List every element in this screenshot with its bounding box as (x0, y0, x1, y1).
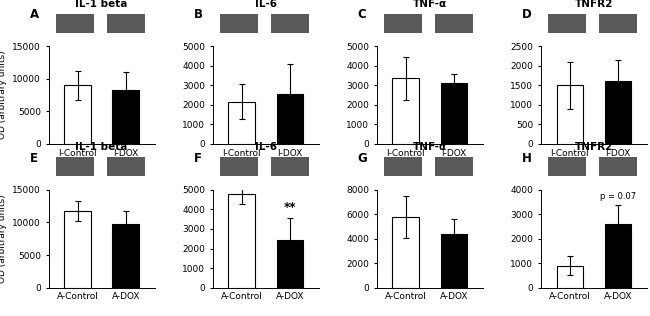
Bar (549, 14, 586, 33)
Bar (64, 85, 91, 144)
Text: E: E (30, 152, 38, 165)
Bar (271, 157, 309, 176)
Title: TNF-α: TNF-α (413, 0, 447, 9)
Bar (276, 94, 303, 144)
Bar (228, 194, 255, 288)
Y-axis label: OD (arbitrary units): OD (arbitrary units) (0, 194, 6, 283)
Text: A: A (30, 8, 39, 21)
Bar (271, 14, 309, 33)
Text: H: H (522, 152, 532, 165)
Bar (435, 14, 473, 33)
Bar (112, 224, 139, 288)
Bar (220, 14, 258, 33)
Text: **: ** (283, 201, 296, 214)
Bar (435, 157, 473, 176)
Title: TNFR2: TNFR2 (575, 0, 613, 9)
Text: B: B (194, 8, 203, 21)
Bar (112, 90, 139, 144)
Bar (441, 234, 467, 288)
Bar (604, 224, 631, 288)
Text: G: G (358, 152, 367, 165)
Y-axis label: OD (arbitrary units): OD (arbitrary units) (0, 51, 6, 139)
Bar (220, 157, 258, 176)
Bar (604, 81, 631, 144)
Title: TNF-α: TNF-α (413, 143, 447, 152)
Bar (556, 85, 583, 144)
Text: F: F (194, 152, 202, 165)
Title: IL-1 beta: IL-1 beta (75, 0, 128, 9)
Bar (384, 14, 422, 33)
Bar (107, 14, 145, 33)
Bar (599, 14, 637, 33)
Title: IL-1 beta: IL-1 beta (75, 143, 128, 152)
Text: p = 0.07: p = 0.07 (600, 192, 636, 201)
Title: TNFR2: TNFR2 (575, 143, 613, 152)
Bar (64, 211, 91, 288)
Bar (393, 217, 419, 288)
Bar (549, 157, 586, 176)
Bar (393, 78, 419, 144)
Title: IL-6: IL-6 (255, 143, 277, 152)
Bar (56, 14, 94, 33)
Bar (228, 102, 255, 144)
Bar (556, 265, 583, 288)
Bar (107, 157, 145, 176)
Bar (276, 240, 303, 288)
Bar (599, 157, 637, 176)
Text: C: C (358, 8, 367, 21)
Bar (56, 157, 94, 176)
Title: IL-6: IL-6 (255, 0, 277, 9)
Text: D: D (522, 8, 532, 21)
Bar (384, 157, 422, 176)
Bar (441, 83, 467, 144)
